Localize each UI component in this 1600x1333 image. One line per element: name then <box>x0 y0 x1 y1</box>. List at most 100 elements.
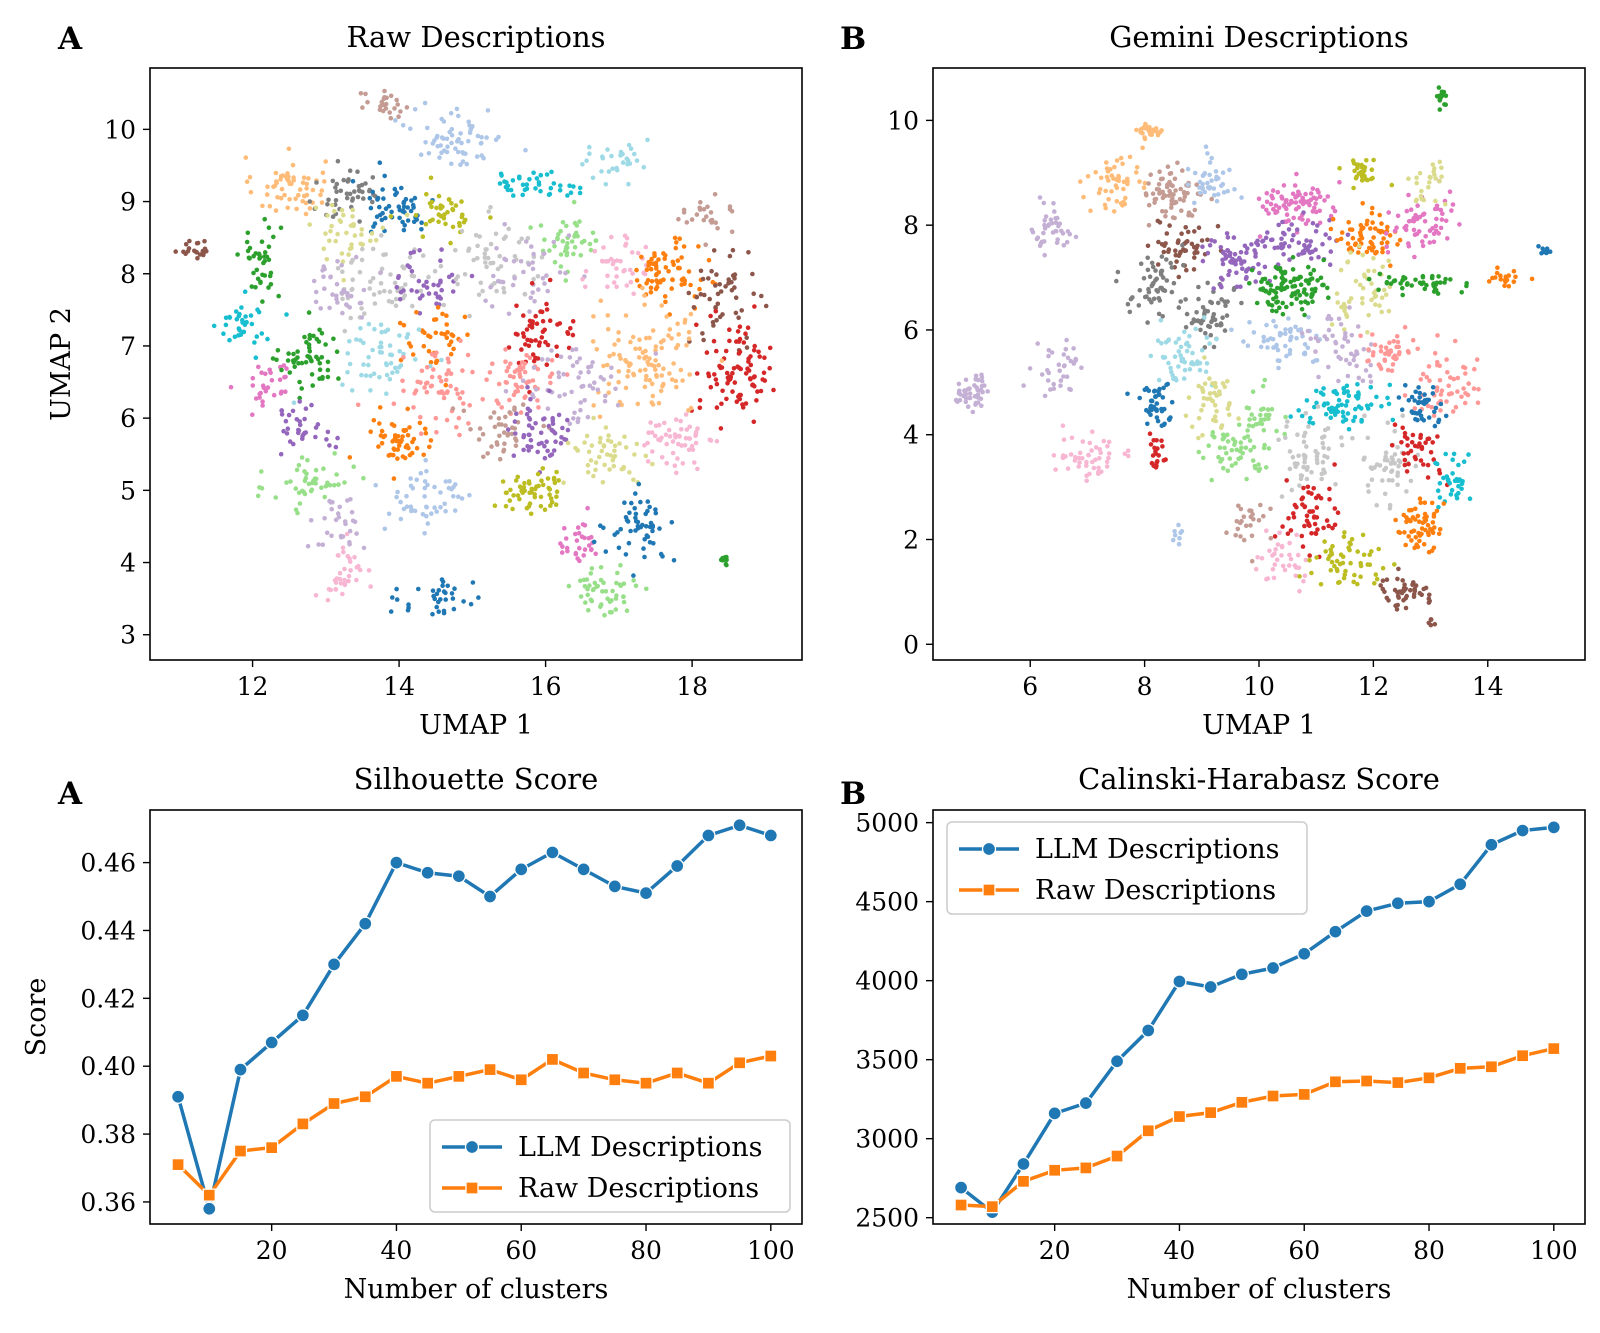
scatter-point <box>666 333 671 338</box>
scatter-point <box>449 133 455 138</box>
scatter-point <box>502 222 508 227</box>
scatter-point <box>725 381 730 386</box>
y-tick-label: 0.40 <box>80 1052 136 1081</box>
scatter-point <box>1426 549 1432 555</box>
scatter-point <box>1027 366 1033 371</box>
scatter-point <box>620 160 626 165</box>
scatter-point <box>329 202 335 208</box>
scatter-point <box>603 182 609 187</box>
scatter-point <box>719 401 724 407</box>
scatter-point <box>1430 530 1436 536</box>
scatter-point <box>1426 532 1431 538</box>
scatter-point <box>1291 215 1296 221</box>
scatter-point <box>1370 205 1375 211</box>
scatter-point <box>1417 538 1422 544</box>
scatter-point <box>1290 191 1296 197</box>
scatter-point <box>1279 275 1285 281</box>
scatter-point <box>1263 412 1269 418</box>
scatter-point <box>1261 428 1267 433</box>
scatter-point <box>325 213 330 218</box>
scatter-point <box>1406 534 1411 539</box>
scatter-point <box>444 136 450 142</box>
scatter-point <box>1459 486 1464 492</box>
scatter-point <box>436 219 441 225</box>
scatter-point <box>1150 453 1156 458</box>
scatter-point <box>1394 607 1400 612</box>
scatter-point <box>547 248 552 253</box>
scatter-point <box>635 401 641 407</box>
scatter-point <box>1196 383 1201 389</box>
scatter-point <box>1123 195 1128 201</box>
scatter-point <box>538 503 544 509</box>
scatter-point <box>404 212 410 218</box>
scatter-point <box>296 463 302 468</box>
scatter-point <box>285 426 291 432</box>
scatter-point <box>1165 338 1171 343</box>
scatter-point <box>662 420 667 426</box>
scatter-point <box>1220 170 1226 175</box>
scatter-point <box>1244 250 1249 255</box>
scatter-point <box>1358 232 1364 238</box>
scatter-point <box>446 274 452 280</box>
scatter-point <box>756 349 761 355</box>
scatter-point <box>666 269 671 274</box>
scatter-point <box>302 416 307 422</box>
scatter-point <box>1269 406 1275 412</box>
scatter-point <box>1221 465 1226 471</box>
scatter-point <box>1051 386 1057 392</box>
scatter-point <box>978 396 984 402</box>
scatter-point <box>1334 566 1340 572</box>
scatter-point <box>663 299 668 305</box>
scatter-point <box>649 256 654 262</box>
scatter-point <box>1255 555 1260 560</box>
scatter-point <box>1414 197 1419 203</box>
scatter-point <box>457 223 463 229</box>
scatter-point <box>377 374 382 380</box>
scatter-point <box>967 395 973 401</box>
scatter-point <box>1155 446 1160 451</box>
scatter-point <box>425 482 430 488</box>
scatter-point <box>1225 188 1230 194</box>
scatter-point <box>592 580 598 586</box>
scatter-point <box>767 365 772 371</box>
scatter-point <box>1089 448 1094 453</box>
scatter-point <box>397 333 402 338</box>
scatter-point <box>259 239 265 244</box>
scatter-point <box>530 319 535 324</box>
scatter-point <box>380 225 386 231</box>
scatter-point <box>491 410 497 415</box>
scatter-point <box>357 300 363 306</box>
series-point <box>1047 1106 1062 1121</box>
scatter-point <box>652 433 658 439</box>
scatter-point <box>277 377 283 383</box>
scatter-point <box>432 354 438 359</box>
scatter-point <box>309 358 314 364</box>
scatter-point <box>409 288 414 293</box>
scatter-point <box>576 416 581 422</box>
scatter-point <box>444 313 449 319</box>
scatter-point <box>1296 453 1301 459</box>
scatter-point <box>544 273 549 278</box>
series-point <box>171 1157 185 1172</box>
scatter-point <box>1205 280 1210 286</box>
scatter-point <box>1282 231 1287 237</box>
scatter-point <box>347 246 353 252</box>
scatter-point <box>344 302 349 307</box>
scatter-point <box>1437 179 1442 184</box>
scatter-point <box>338 188 344 194</box>
scatter-point <box>262 258 268 264</box>
scatter-point <box>671 361 676 366</box>
scatter-point <box>482 255 488 260</box>
scatter-point <box>335 231 340 237</box>
scatter-point <box>549 452 555 457</box>
scatter-point <box>466 138 471 144</box>
scatter-point <box>1125 176 1130 182</box>
scatter-point <box>416 586 421 592</box>
axes-frame <box>149 809 803 1225</box>
series-point <box>1515 1049 1530 1063</box>
x-tick-label: 20 <box>256 1236 288 1265</box>
scatter-point <box>432 268 438 274</box>
scatter-point <box>1197 190 1203 196</box>
scatter-point <box>1057 368 1062 374</box>
